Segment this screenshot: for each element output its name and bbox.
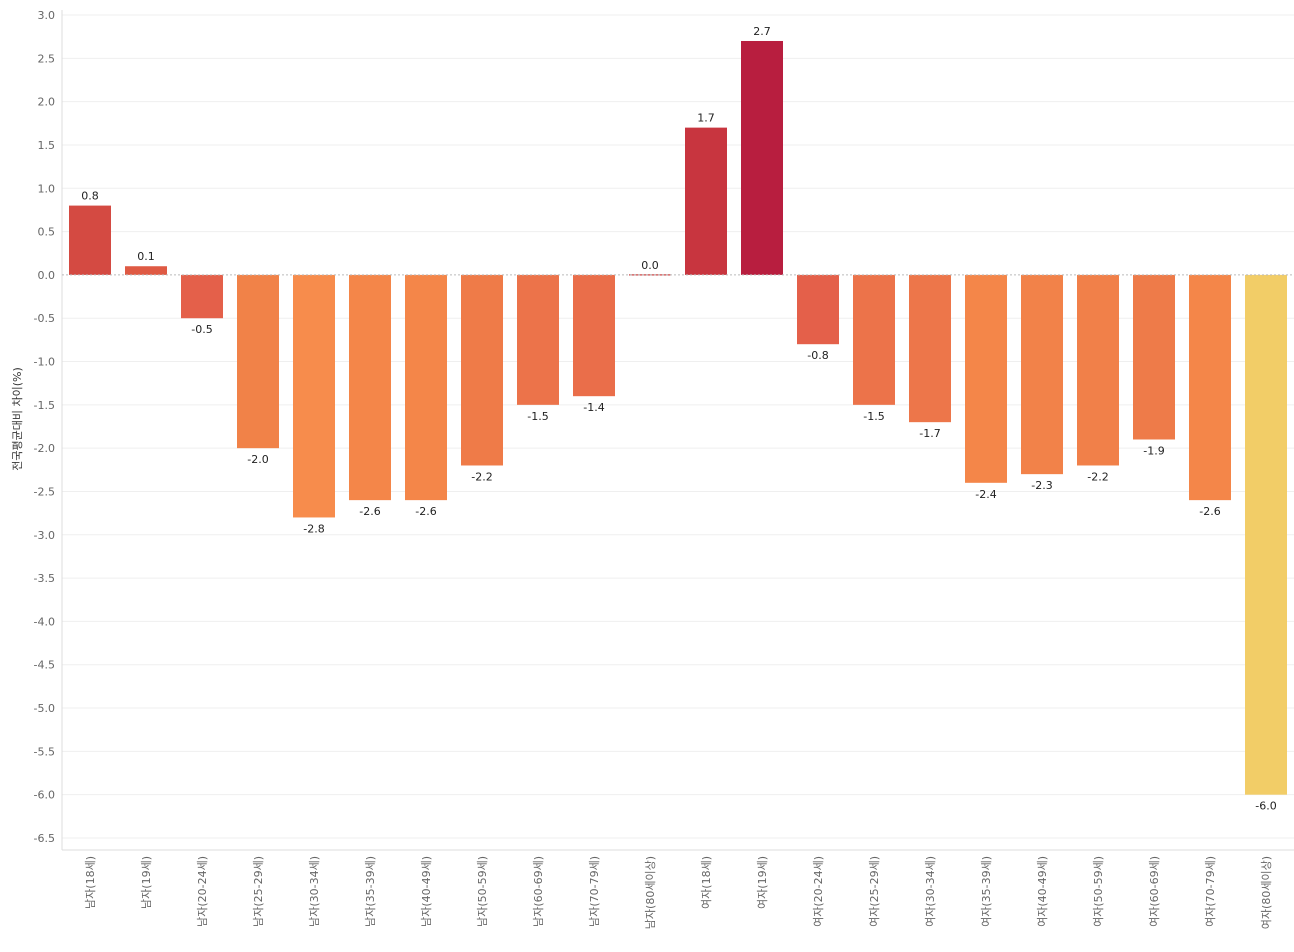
data-label: -2.6 xyxy=(359,505,380,518)
data-label: -1.5 xyxy=(863,410,884,423)
grid-layer xyxy=(61,10,1294,851)
data-label: -2.3 xyxy=(1031,479,1052,492)
y-axis-label: 전국평균대비 차이(%) xyxy=(11,367,24,471)
data-label-layer: 0.8 0.1 -0.5 -2.0 -2.8 -2.6 -2.6 -2.2 -1.5 -1.4 0.… xyxy=(81,25,1276,813)
bar[interactable] xyxy=(461,274,503,466)
x-tick-label: 남자(50-59세) xyxy=(476,856,489,927)
data-label: -0.5 xyxy=(191,323,212,336)
data-label: -2.8 xyxy=(303,522,324,535)
bar[interactable] xyxy=(181,274,223,319)
data-label: -2.0 xyxy=(247,453,268,466)
bar[interactable] xyxy=(797,274,839,345)
x-tick-label: 남자(25-29세) xyxy=(252,856,265,927)
y-tick-label: -4.0 xyxy=(34,615,55,628)
bar[interactable] xyxy=(349,274,391,501)
y-tick-label: -1.5 xyxy=(34,399,55,412)
bar[interactable] xyxy=(965,274,1007,483)
bar[interactable] xyxy=(405,274,447,501)
x-tick-label: 여자(70-79세) xyxy=(1204,856,1217,927)
y-tick-label: -1.0 xyxy=(34,356,55,369)
x-tick-label: 여자(19세) xyxy=(756,856,769,909)
data-label: -2.2 xyxy=(471,470,492,483)
y-tick-label: 0.0 xyxy=(38,269,56,282)
bar[interactable] xyxy=(909,274,951,423)
x-tick-label: 남자(70-79세) xyxy=(588,856,601,927)
data-label: -1.9 xyxy=(1143,444,1164,457)
x-tick-label: 남자(80세이상) xyxy=(644,856,657,929)
x-tick-label: 남자(40-49세) xyxy=(420,856,433,927)
bar[interactable] xyxy=(1077,274,1119,466)
y-tick-label: -3.0 xyxy=(34,529,55,542)
bar[interactable] xyxy=(237,274,279,449)
x-tick-label: 남자(20-24세) xyxy=(196,856,209,927)
data-label: -2.6 xyxy=(415,505,436,518)
bar[interactable] xyxy=(1189,274,1231,501)
data-label: -1.4 xyxy=(583,401,604,414)
data-label: 1.7 xyxy=(697,112,715,125)
x-tick-label: 여자(50-59세) xyxy=(1092,856,1105,927)
y-tick-label: 1.5 xyxy=(38,139,56,152)
x-axis: 남자(18세) 남자(19세) 남자(20-24세) 남자(25-29세) 남자(30-… xyxy=(84,856,1273,929)
x-tick-label: 여자(60-69세) xyxy=(1148,856,1161,927)
bar[interactable] xyxy=(853,274,895,405)
y-tick-label: 3.0 xyxy=(38,9,56,22)
bar[interactable] xyxy=(1245,274,1287,795)
y-tick-label: -0.5 xyxy=(34,312,55,325)
bar[interactable] xyxy=(293,274,335,518)
x-tick-label: 남자(18세) xyxy=(84,856,97,909)
y-tick-label: 2.5 xyxy=(38,52,56,65)
bar[interactable] xyxy=(573,274,615,397)
bar[interactable] xyxy=(517,274,559,405)
x-tick-label: 여자(20-24세) xyxy=(812,856,825,927)
y-tick-label: -6.0 xyxy=(34,789,55,802)
y-tick-label: 1.0 xyxy=(38,182,56,195)
bar[interactable] xyxy=(685,127,727,275)
x-tick-label: 남자(35-39세) xyxy=(364,856,377,927)
y-tick-label: -5.0 xyxy=(34,702,55,715)
x-tick-label: 여자(40-49세) xyxy=(1036,856,1049,927)
x-tick-label: 남자(30-34세) xyxy=(308,856,321,927)
data-label: 2.7 xyxy=(753,25,771,38)
x-tick-label: 여자(25-29세) xyxy=(868,856,881,927)
bar[interactable] xyxy=(1133,274,1175,440)
data-label: 0.8 xyxy=(81,190,99,203)
x-tick-label: 남자(60-69세) xyxy=(532,856,545,927)
y-axis: 3.0 2.5 2.0 1.5 1.0 0.5 0.0 -0.5 -1.0 -1.5 -2.0 -2.… xyxy=(34,9,55,845)
x-tick-label: 여자(35-39세) xyxy=(980,856,993,927)
data-label: -1.7 xyxy=(919,427,940,440)
data-label: -2.6 xyxy=(1199,505,1220,518)
data-label: -1.5 xyxy=(527,410,548,423)
y-tick-label: -4.5 xyxy=(34,659,55,672)
bar[interactable] xyxy=(69,205,111,275)
x-tick-label: 여자(18세) xyxy=(700,856,713,909)
bar-layer xyxy=(62,40,1294,795)
data-label: 0.0 xyxy=(641,259,659,272)
y-tick-label: -2.5 xyxy=(34,485,55,498)
bar[interactable] xyxy=(125,266,167,275)
data-label: 0.1 xyxy=(137,250,155,263)
x-tick-label: 여자(80세이상) xyxy=(1260,856,1273,929)
data-label: -0.8 xyxy=(807,349,828,362)
bar[interactable] xyxy=(741,40,783,275)
x-tick-label: 여자(30-34세) xyxy=(924,856,937,927)
x-tick-label: 남자(19세) xyxy=(140,856,153,909)
bar[interactable] xyxy=(1021,274,1063,475)
y-tick-label: 0.5 xyxy=(38,226,56,239)
data-label: -2.4 xyxy=(975,488,996,501)
y-tick-label: -2.0 xyxy=(34,442,55,455)
y-tick-label: -5.5 xyxy=(34,745,55,758)
y-tick-label: -6.5 xyxy=(34,832,55,845)
data-label: -2.2 xyxy=(1087,470,1108,483)
y-tick-label: 2.0 xyxy=(38,96,56,109)
data-label: -6.0 xyxy=(1255,800,1276,813)
y-tick-label: -3.5 xyxy=(34,572,55,585)
